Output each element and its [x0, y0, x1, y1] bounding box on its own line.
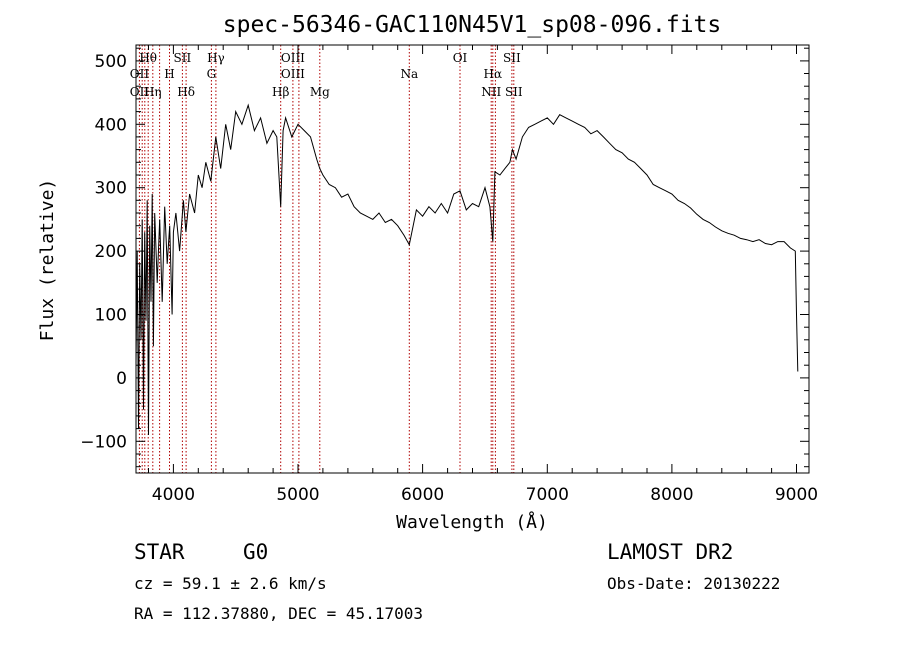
flux-series-line: [135, 103, 799, 436]
x-axis-ticks: 4000 5000 6000 7000 8000 9000: [148, 45, 818, 505]
spectrum-chart: spec-56346-GAC110N45V1_sp08-096.fits Hθ O…: [37, 12, 818, 533]
y-tick-label: 100: [95, 306, 127, 326]
y-axis-label: Flux (relative): [37, 179, 58, 342]
spectral-line-label: SII: [503, 51, 521, 65]
spectral-line-label: SII: [174, 51, 192, 65]
y-tick-label: 500: [95, 52, 127, 72]
spectral-line-label: Hδ: [177, 85, 195, 99]
redshift-readout: cz = 59.1 ± 2.6 km/s: [134, 574, 327, 593]
spectral-line-label: OIII: [281, 67, 305, 81]
x-tick-label: 7000: [526, 485, 569, 505]
spectral-line-label: OII: [130, 85, 150, 99]
x-tick-label: 8000: [650, 485, 693, 505]
x-tick-label: 6000: [401, 485, 444, 505]
spectral-line-label: Hβ: [272, 85, 289, 99]
coordinates: RA = 112.37880, DEC = 45.17003: [134, 604, 423, 623]
x-tick-label: 5000: [276, 485, 319, 505]
y-tick-label: 300: [95, 179, 127, 199]
y-axis-ticks: 500 400 300 200 100 0 −100: [80, 47, 809, 468]
spectral-line-label: G: [207, 67, 217, 81]
spectral-line-label: Hθ: [139, 51, 157, 65]
spectral-line-label: Hγ: [207, 51, 225, 65]
spectral-line-label: OI: [453, 51, 468, 65]
spectral-line-markers: [138, 45, 515, 473]
spectral-line-label: Na: [400, 67, 418, 81]
x-tick-label: 4000: [152, 485, 195, 505]
y-tick-label: 400: [95, 115, 127, 135]
x-axis-label: Wavelength (Å): [396, 511, 548, 533]
spectral-subclass: G0: [243, 540, 269, 564]
spectral-line-label: NII: [481, 85, 501, 99]
obs-date: Obs-Date: 20130222: [607, 574, 781, 593]
plot-frame: [135, 44, 810, 474]
survey-name: LAMOST DR2: [607, 540, 734, 564]
spectral-line-label: H: [164, 67, 174, 81]
spectral-line-label: SII: [505, 85, 523, 99]
object-type: STAR: [134, 540, 185, 564]
y-tick-label: −100: [80, 432, 127, 452]
spectral-line-label: Mg: [310, 85, 330, 99]
chart-title: spec-56346-GAC110N45V1_sp08-096.fits: [223, 12, 722, 38]
x-tick-label: 9000: [775, 485, 818, 505]
spectral-line-label: Hα: [484, 67, 503, 81]
spectral-line-label: Hη: [144, 85, 162, 99]
y-tick-label: 0: [116, 369, 127, 389]
spectral-line-label: OIII: [281, 51, 305, 65]
y-tick-label: 200: [95, 242, 127, 262]
